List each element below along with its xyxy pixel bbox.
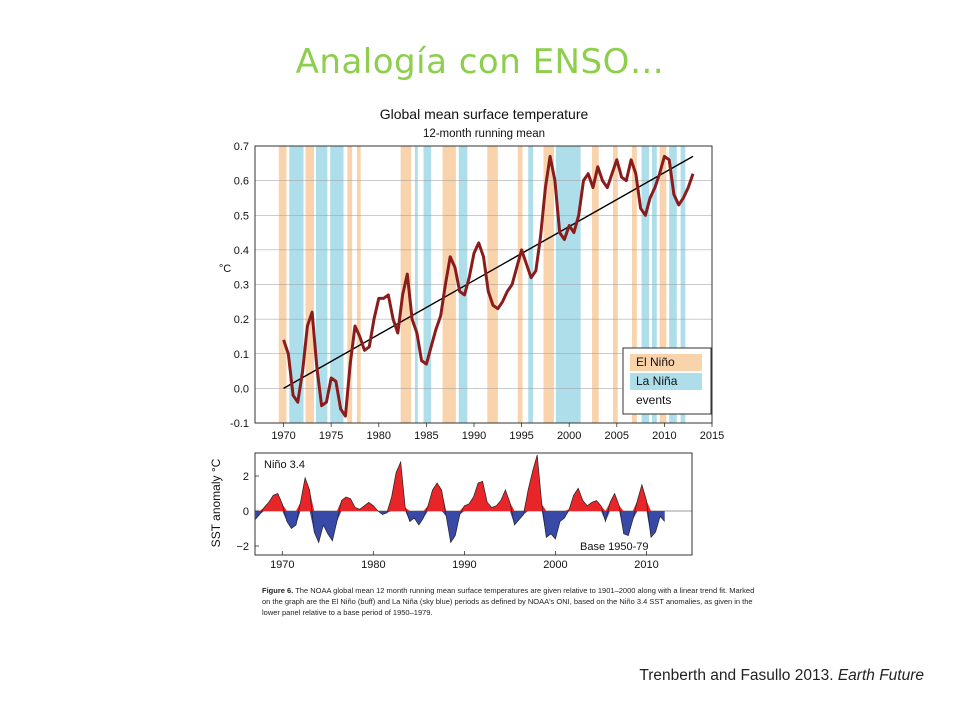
bottom-y-label: SST anomaly °C xyxy=(209,458,223,547)
temperature-line xyxy=(282,154,695,418)
x-tick-label: 2010 xyxy=(652,430,676,442)
y-tick-label: −2 xyxy=(236,541,249,553)
slide-title: Analogía con ENSO… xyxy=(295,42,665,82)
x-tick-label: 1975 xyxy=(319,430,343,442)
x-tick-label: 1985 xyxy=(414,430,438,442)
y-tick-label: 2 xyxy=(243,471,249,483)
legend-swatch-la-nina xyxy=(630,373,702,390)
x-tick-label: 1995 xyxy=(509,430,533,442)
legend-la-nina: La Niña xyxy=(636,374,678,388)
sst-negative-area xyxy=(255,511,665,543)
bottom-panel: −2 0 2 1970 1980 1990 2000 2010 Niño 3.4 Base 1… xyxy=(209,452,693,571)
top-y-label: °C xyxy=(219,263,231,275)
x-tick-label: 2015 xyxy=(700,430,724,442)
y-tick-label: 0.0 xyxy=(234,383,249,395)
y-tick-label: -0.1 xyxy=(230,418,249,430)
citation: Trenberth and Fasullo 2013. Earth Future xyxy=(639,667,924,685)
citation-journal: Earth Future xyxy=(837,667,924,684)
y-tick-label: 0.2 xyxy=(234,314,249,326)
x-tick-label: 2000 xyxy=(557,430,581,442)
caption-label: Figure 6. xyxy=(262,586,294,595)
y-tick-label: 0 xyxy=(243,506,249,518)
y-tick-label: 0.5 xyxy=(234,210,249,222)
bottom-axis-ticks: −2 0 2 1970 1980 1990 2000 2010 xyxy=(236,471,658,571)
legend-swatch-el-nino xyxy=(630,354,702,371)
top-chart-title: Global mean surface temperature xyxy=(380,106,589,122)
x-tick-label: 1980 xyxy=(367,430,391,442)
sst-outline xyxy=(254,454,665,544)
bottom-panel-title: Niño 3.4 xyxy=(264,459,305,471)
x-tick-label: 2005 xyxy=(605,430,629,442)
x-tick-label: 1970 xyxy=(270,559,294,571)
legend-events: events xyxy=(636,393,671,407)
y-tick-label: 0.3 xyxy=(234,280,249,292)
figure-caption: Figure 6. The NOAA global mean 12 month … xyxy=(262,585,762,618)
y-tick-label: 0.4 xyxy=(234,245,249,257)
top-axis-ticks: -0.1 0.0 0.1 0.2 0.3 0.4 0.5 0.6 0.7 1970 1975 1980… xyxy=(230,141,724,442)
caption-text: The NOAA global mean 12 month running me… xyxy=(262,586,755,617)
x-tick-label: 2000 xyxy=(543,559,567,571)
legend: El Niño La Niña events xyxy=(622,347,712,415)
x-tick-label: 1980 xyxy=(361,559,385,571)
x-tick-label: 2010 xyxy=(634,559,658,571)
y-tick-label: 0.7 xyxy=(234,141,249,153)
bottom-plot-frame xyxy=(254,452,693,556)
top-panel: Global mean surface temperature 12-month… xyxy=(219,106,724,442)
top-plot-frame xyxy=(254,145,713,424)
x-tick-label: 1990 xyxy=(452,559,476,571)
y-tick-label: 0.6 xyxy=(234,176,249,188)
legend-el-nino: El Niño xyxy=(636,355,675,369)
x-tick-label: 1990 xyxy=(462,430,486,442)
bottom-annotation: Base 1950-79 xyxy=(580,541,649,553)
x-tick-label: 1970 xyxy=(271,430,295,442)
citation-authors: Trenberth and Fasullo 2013. xyxy=(639,667,834,684)
y-tick-label: 0.1 xyxy=(234,349,249,361)
top-chart-subtitle: 12-month running mean xyxy=(423,128,545,140)
